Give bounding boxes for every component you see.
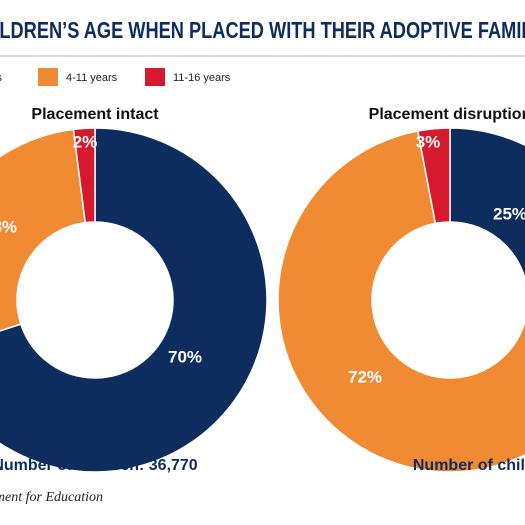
donut-title: Placement disruption (369, 106, 525, 123)
source: Source: Department for Education (0, 490, 103, 505)
chart-title: CHILDREN’S AGE WHEN PLACED WITH THEIR AD… (0, 17, 525, 43)
donut-note: Number of children: 56 (413, 457, 525, 474)
value-label: 2% (73, 132, 98, 151)
value-label: 3% (416, 132, 441, 151)
value-label: 70% (168, 347, 202, 366)
donut-slice (0, 127, 268, 473)
donut-slice (277, 130, 525, 473)
value-label: 25% (493, 204, 525, 223)
donut-slice (449, 127, 525, 282)
donut-slice (416, 127, 451, 225)
donut-slice (72, 127, 96, 224)
legend-swatch (38, 68, 58, 86)
legend-label: 0-3 years (0, 72, 2, 84)
value-label: 72% (348, 367, 382, 386)
donut-title: Placement intact (31, 106, 159, 123)
donut-slice (0, 128, 87, 332)
donut-note: Number of children: 36,770 (0, 457, 198, 474)
value-label: 28% (0, 217, 17, 236)
legend-label: 4-11 years (66, 72, 118, 84)
legend-swatch (145, 68, 165, 86)
legend-label: 11-16 years (173, 72, 231, 84)
